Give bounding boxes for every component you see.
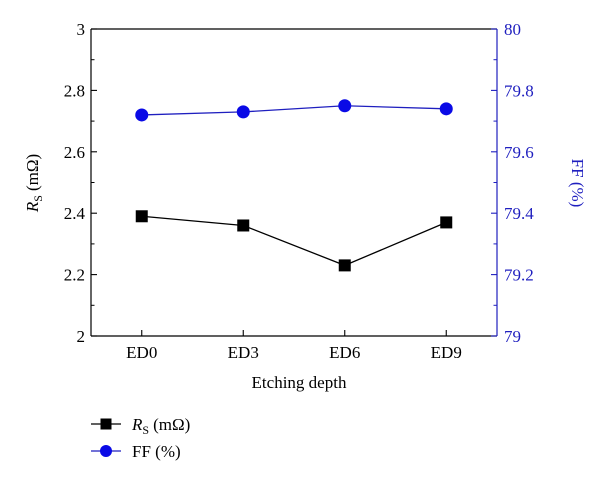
legend-marker-rs (100, 418, 112, 430)
series-line-rs (141, 215, 447, 267)
y-tick-label-right: 79.8 (504, 81, 534, 100)
data-point-rs (440, 216, 453, 229)
y-tick-label-right: 79 (504, 327, 521, 346)
legend-label-rs-subscript: S (142, 423, 149, 437)
legend-label-rs-symbol: R (131, 415, 143, 434)
data-point-ff (236, 105, 250, 119)
y-tick-label-left: 2.8 (64, 81, 85, 100)
data-point-ff (135, 108, 149, 122)
legend-label-ff: FF (%) (132, 442, 181, 461)
y-tick-label-left: 2.4 (64, 204, 86, 223)
y-tick-label-right: 79.4 (504, 204, 534, 223)
y-axis-title-left: RS (mΩ) (23, 154, 45, 213)
y-axis-title-left-subscript: S (31, 195, 45, 202)
data-point-rs (135, 210, 148, 223)
y-axis-title-left-unit: (mΩ) (23, 154, 42, 191)
x-tick-label: ED9 (431, 343, 462, 362)
y-tick-label-left: 2.2 (64, 266, 85, 285)
series-line-ff (141, 105, 447, 116)
data-point-rs (237, 219, 250, 232)
plot-area: 2 2.2 2.4 2.6 2.8 3 79 79.2 79.4 79.6 79.8 80 ED0 ED3… (64, 20, 535, 362)
y-axis-title-right: FF (%) (568, 159, 587, 208)
legend-item-rs: RS (mΩ) (91, 415, 190, 437)
x-tick-label: ED6 (329, 343, 360, 362)
legend-label-rs-unit: (mΩ) (153, 415, 190, 434)
y-tick-label-right: 80 (504, 20, 521, 39)
data-point-ff (439, 102, 453, 116)
data-point-rs (338, 259, 351, 272)
y-axis-title-left-symbol: R (23, 201, 42, 213)
legend-label-rs: RS (mΩ) (131, 415, 190, 437)
y-tick-label-left: 3 (77, 20, 86, 39)
y-tick-label-left: 2 (77, 327, 86, 346)
data-point-ff (338, 99, 352, 113)
legend: RS (mΩ) FF (%) (91, 415, 190, 461)
x-tick-label: ED3 (228, 343, 259, 362)
x-tick-label: ED0 (126, 343, 157, 362)
legend-marker-ff (100, 445, 112, 457)
y-tick-label-right: 79.6 (504, 143, 534, 162)
y-tick-label-right: 79.2 (504, 266, 534, 285)
legend-item-ff: FF (%) (91, 442, 181, 461)
y-tick-label-left: 2.6 (64, 143, 85, 162)
x-axis-title: Etching depth (252, 373, 347, 392)
